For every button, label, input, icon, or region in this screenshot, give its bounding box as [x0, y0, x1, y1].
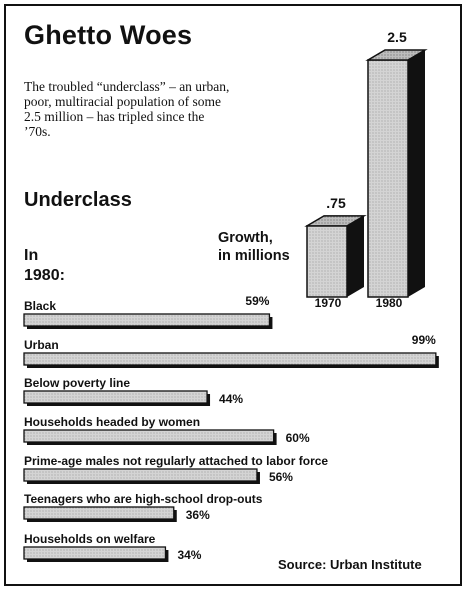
- source-note: Source: Urban Institute: [278, 557, 422, 572]
- year-label: In 1980:: [24, 247, 65, 284]
- chart-title: Ghetto Woes: [24, 20, 193, 50]
- chart-frame: [4, 4, 462, 586]
- intro-text: The troubled “underclass” – an urban, po…: [24, 79, 230, 139]
- growth-axis-label: Growth, in millions: [218, 230, 290, 264]
- section-subtitle: Underclass: [24, 189, 132, 211]
